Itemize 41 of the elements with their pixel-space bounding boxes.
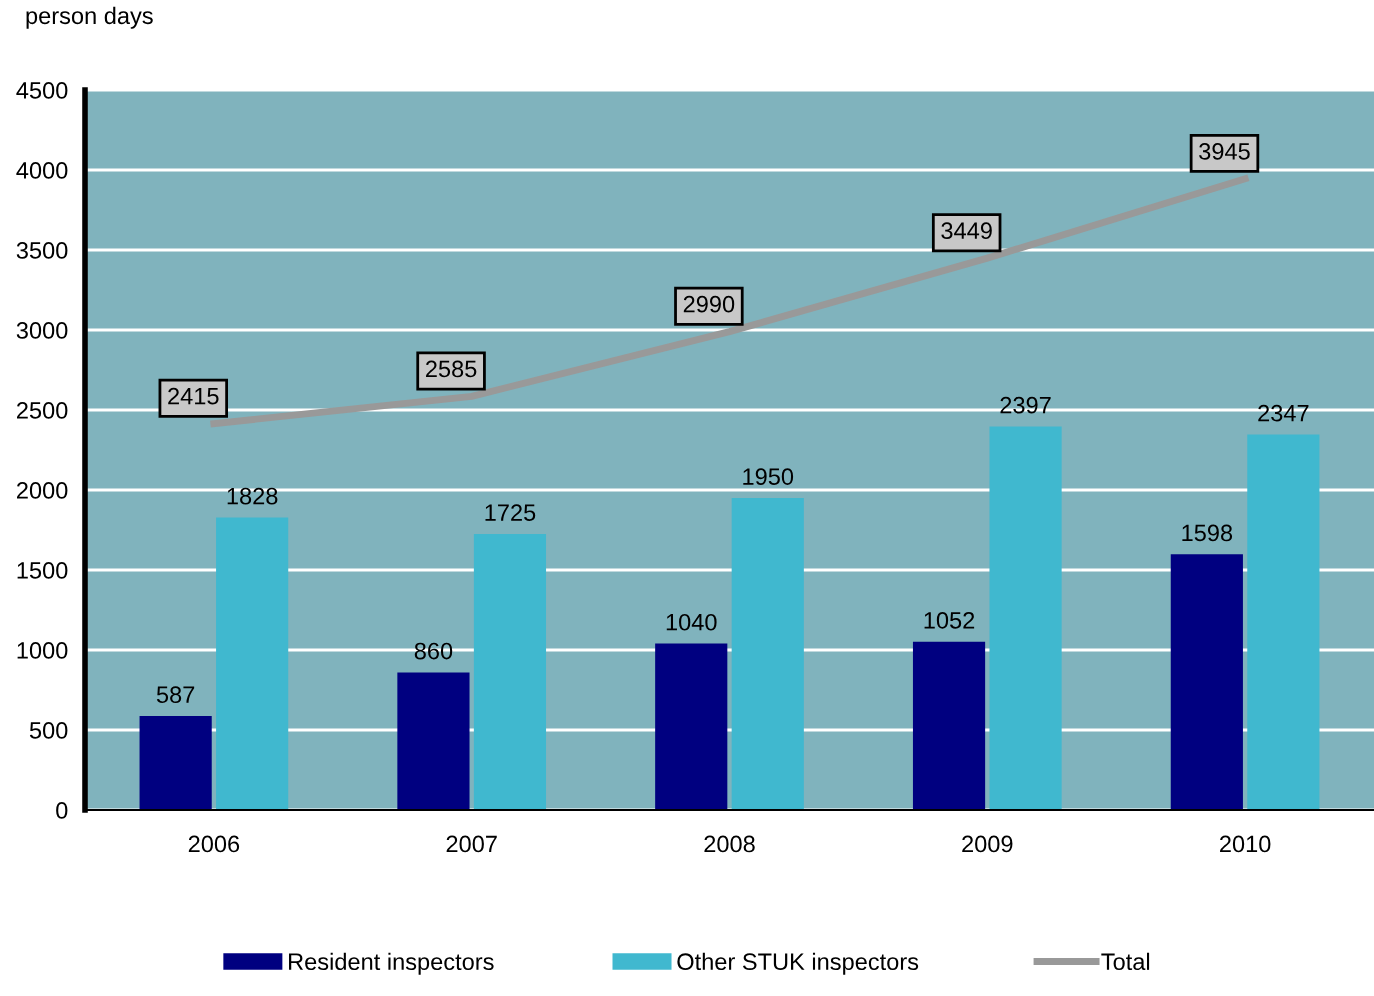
data-label: 587 xyxy=(156,686,195,704)
y-tick-label: 0 xyxy=(56,802,68,819)
bar xyxy=(397,672,470,810)
data-label: 1598 xyxy=(1182,524,1233,542)
data-label: 2585 xyxy=(426,360,477,378)
data-label: 3945 xyxy=(1199,143,1250,160)
y-tick-label: 4500 xyxy=(16,82,68,99)
bar xyxy=(139,716,212,810)
bar xyxy=(473,534,547,810)
bar xyxy=(912,641,986,810)
legend-label: Total xyxy=(1101,952,1150,971)
data-label: 1725 xyxy=(485,504,536,521)
x-tick-label: 2009 xyxy=(962,835,1013,853)
data-label: 1052 xyxy=(924,611,975,629)
y-tick-label: 4000 xyxy=(16,162,68,179)
data-label: 3449 xyxy=(941,222,992,240)
bar xyxy=(1170,554,1243,810)
data-label: 1828 xyxy=(227,487,278,505)
legend-label: Resident inspectors xyxy=(289,952,494,975)
y-tick-label: 3500 xyxy=(16,242,68,259)
bar xyxy=(989,426,1062,810)
data-label: 1040 xyxy=(666,613,717,631)
y-tick-label: 500 xyxy=(29,722,68,739)
x-tick-label: 2007 xyxy=(446,835,497,853)
y-tick-label: 2000 xyxy=(17,482,68,499)
data-label: 1950 xyxy=(743,468,794,485)
data-label: 2990 xyxy=(683,295,735,313)
bar xyxy=(655,643,728,810)
data-label: 2415 xyxy=(168,387,219,405)
bar xyxy=(731,498,804,810)
bar xyxy=(216,517,289,810)
y-tick-label: 1500 xyxy=(17,562,68,579)
y-axis-title: person days xyxy=(26,6,153,29)
x-tick-label: 2006 xyxy=(188,835,240,853)
x-tick-label: 2008 xyxy=(704,835,755,853)
y-tick-label: 3000 xyxy=(16,322,68,339)
legend-label: Other STUK inspectors xyxy=(677,952,919,975)
x-tick-label: 2010 xyxy=(1220,835,1271,853)
bar xyxy=(1247,434,1320,810)
y-tick-label: 2500 xyxy=(17,402,68,419)
y-tick-label: 1000 xyxy=(17,642,68,659)
